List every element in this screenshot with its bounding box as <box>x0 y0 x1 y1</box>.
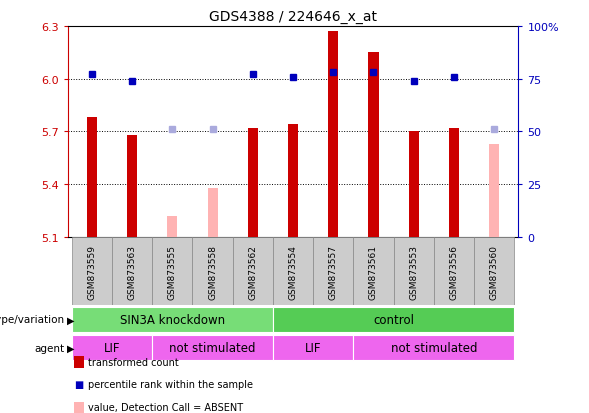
Text: percentile rank within the sample: percentile rank within the sample <box>88 380 253 389</box>
Bar <box>273 307 514 332</box>
Text: genotype/variation: genotype/variation <box>0 315 65 325</box>
Bar <box>248 129 258 237</box>
Bar <box>72 307 273 332</box>
Text: ▶: ▶ <box>67 343 75 353</box>
Bar <box>193 237 233 306</box>
Text: GSM873556: GSM873556 <box>449 244 458 299</box>
Bar <box>87 118 97 237</box>
Text: GSM873553: GSM873553 <box>409 244 418 299</box>
Bar <box>288 125 298 237</box>
Text: GSM873554: GSM873554 <box>289 244 297 299</box>
Bar <box>369 53 379 237</box>
Bar <box>393 237 434 306</box>
Text: GSM873558: GSM873558 <box>208 244 217 299</box>
Bar <box>72 237 112 306</box>
Text: GSM873562: GSM873562 <box>249 244 257 299</box>
Text: GSM873555: GSM873555 <box>168 244 177 299</box>
Bar <box>474 237 514 306</box>
Bar <box>112 237 152 306</box>
Bar <box>434 237 474 306</box>
Text: ■: ■ <box>74 380 84 389</box>
Text: GSM873557: GSM873557 <box>329 244 337 299</box>
Text: ▶: ▶ <box>67 315 75 325</box>
Bar <box>72 335 152 361</box>
Text: value, Detection Call = ABSENT: value, Detection Call = ABSENT <box>88 402 243 412</box>
Bar <box>409 132 419 237</box>
Text: GSM873561: GSM873561 <box>369 244 378 299</box>
Text: not stimulated: not stimulated <box>169 341 256 354</box>
Bar <box>353 237 393 306</box>
Bar <box>273 237 313 306</box>
Text: SIN3A knockdown: SIN3A knockdown <box>120 313 225 326</box>
Bar <box>167 216 177 237</box>
Text: LIF: LIF <box>104 341 120 354</box>
Bar <box>273 335 353 361</box>
Bar <box>207 188 217 237</box>
Title: GDS4388 / 224646_x_at: GDS4388 / 224646_x_at <box>209 10 377 24</box>
Bar <box>127 136 137 237</box>
Text: GSM873560: GSM873560 <box>489 244 499 299</box>
Bar <box>449 129 459 237</box>
Text: GSM873559: GSM873559 <box>87 244 97 299</box>
Text: transformed count: transformed count <box>88 357 179 367</box>
Bar <box>353 335 514 361</box>
Bar <box>313 237 353 306</box>
Bar <box>152 237 193 306</box>
Text: agent: agent <box>35 343 65 353</box>
Text: control: control <box>373 313 414 326</box>
Text: GSM873563: GSM873563 <box>128 244 137 299</box>
Bar <box>152 335 273 361</box>
Text: not stimulated: not stimulated <box>391 341 477 354</box>
Bar <box>233 237 273 306</box>
Text: LIF: LIF <box>305 341 322 354</box>
Bar <box>489 145 499 237</box>
Bar <box>328 32 338 237</box>
